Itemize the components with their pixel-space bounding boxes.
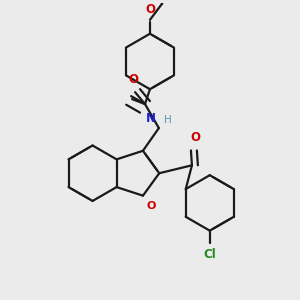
- Text: O: O: [128, 73, 138, 86]
- Text: O: O: [190, 131, 200, 145]
- Text: N: N: [146, 112, 156, 125]
- Text: O: O: [145, 3, 155, 16]
- Text: O: O: [147, 201, 156, 211]
- Text: H: H: [164, 115, 172, 125]
- Text: Cl: Cl: [203, 248, 216, 262]
